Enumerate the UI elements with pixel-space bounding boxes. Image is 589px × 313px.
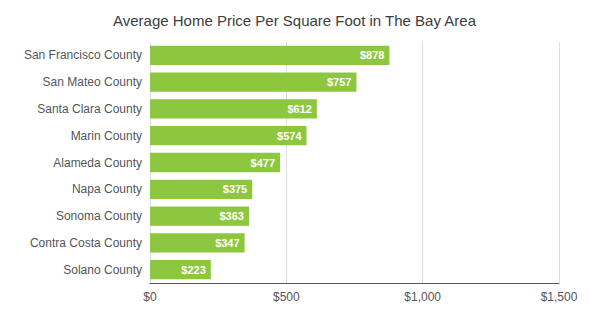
svg-text:Alameda County: Alameda County (53, 156, 142, 170)
svg-text:$878: $878 (360, 49, 384, 61)
svg-text:Marin County: Marin County (71, 129, 142, 143)
svg-text:$0: $0 (143, 290, 157, 304)
svg-text:$223: $223 (181, 264, 205, 276)
svg-text:Sonoma County: Sonoma County (56, 209, 142, 223)
svg-text:Solano County: Solano County (63, 263, 142, 277)
svg-text:Napa County: Napa County (72, 182, 142, 196)
svg-text:San Francisco County: San Francisco County (24, 48, 142, 62)
svg-text:San Mateo County: San Mateo County (43, 75, 142, 89)
svg-text:$477: $477 (251, 157, 275, 169)
svg-text:$347: $347 (215, 237, 239, 249)
svg-text:$1,000: $1,000 (404, 290, 441, 304)
svg-text:Santa Clara County: Santa Clara County (37, 102, 142, 116)
svg-text:$574: $574 (277, 130, 302, 142)
svg-text:$375: $375 (223, 183, 247, 195)
svg-text:$612: $612 (287, 103, 311, 115)
svg-text:Contra Costa County: Contra Costa County (30, 236, 142, 250)
svg-text:$757: $757 (327, 76, 351, 88)
svg-text:$500: $500 (273, 290, 300, 304)
svg-text:$363: $363 (219, 210, 243, 222)
svg-text:$1,500: $1,500 (541, 290, 578, 304)
svg-text:Average Home Price Per Square: Average Home Price Per Square Foot in Th… (113, 12, 477, 29)
